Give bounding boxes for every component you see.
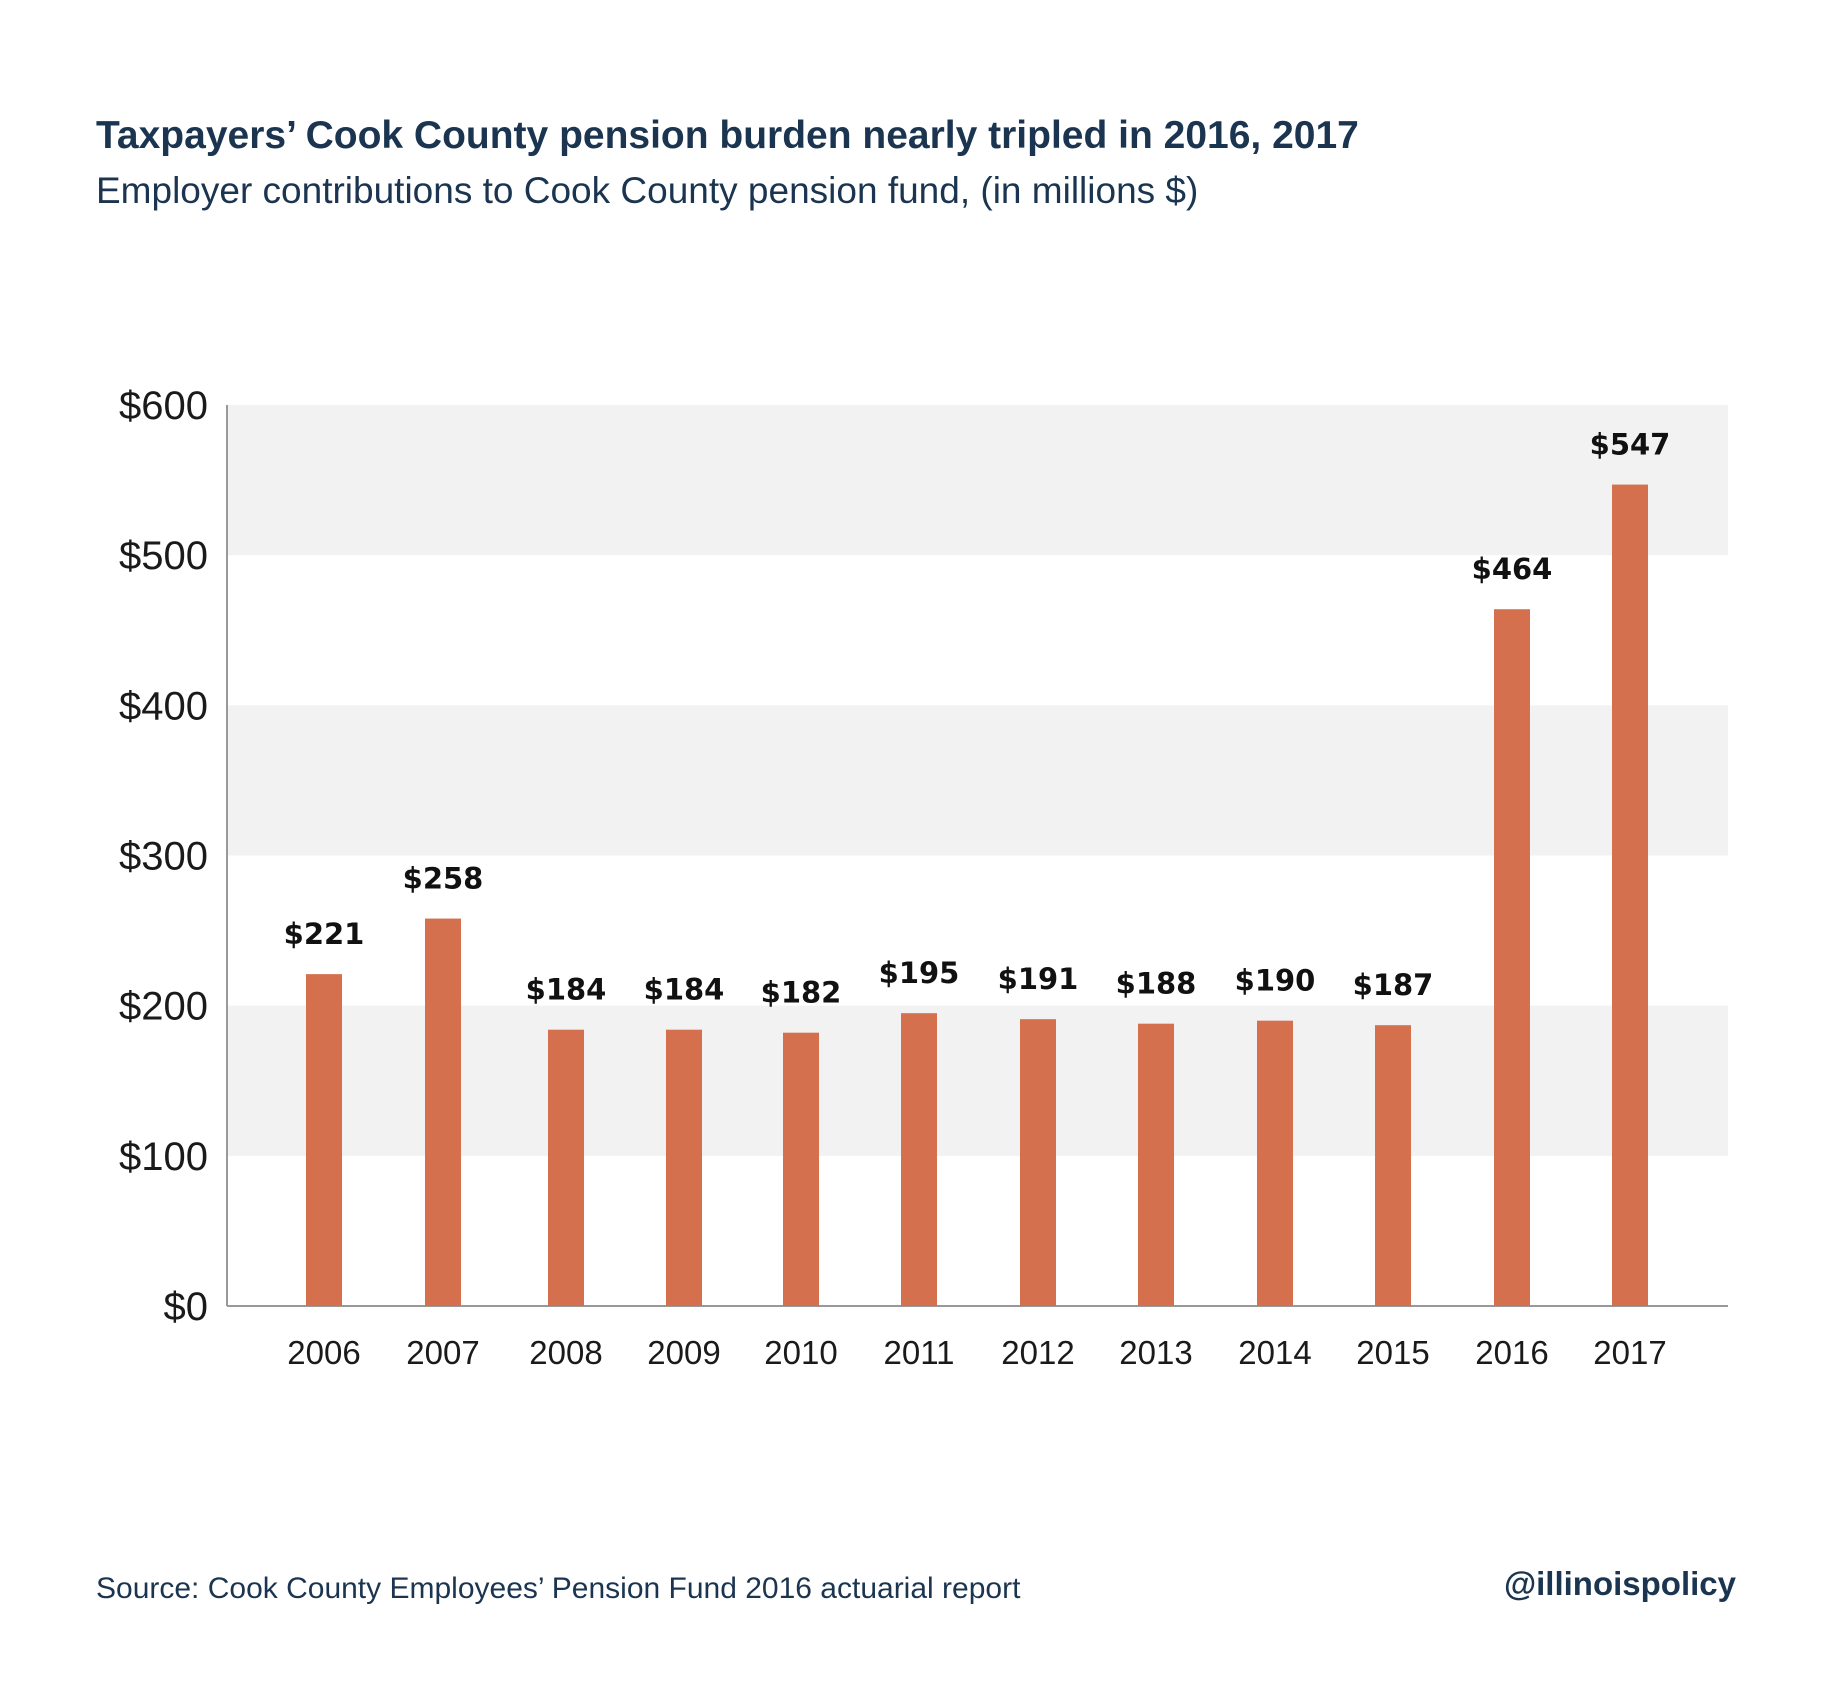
x-tick-label: 2012 bbox=[1001, 1334, 1074, 1371]
y-tick-label: $200 bbox=[119, 985, 208, 1029]
bar bbox=[306, 974, 342, 1306]
data-label: $184 bbox=[526, 973, 607, 1007]
bar bbox=[1257, 1020, 1293, 1306]
source-note: Source: Cook County Employees’ Pension F… bbox=[96, 1572, 1021, 1605]
grid-bands bbox=[227, 405, 1728, 1156]
x-tick-label: 2016 bbox=[1475, 1334, 1548, 1371]
data-label: $195 bbox=[879, 956, 960, 990]
bar bbox=[901, 1013, 937, 1306]
grid-band bbox=[227, 1005, 1728, 1156]
bar bbox=[1375, 1025, 1411, 1306]
bar bbox=[1020, 1019, 1056, 1306]
x-tick-label: 2011 bbox=[884, 1334, 955, 1371]
y-tick-label: $600 bbox=[119, 384, 208, 428]
bar bbox=[783, 1032, 819, 1306]
y-tick-label: $300 bbox=[119, 835, 208, 879]
data-label: $464 bbox=[1472, 552, 1553, 586]
x-tick-label: 2013 bbox=[1119, 1334, 1192, 1371]
chart-title: Taxpayers’ Cook County pension burden ne… bbox=[96, 114, 1359, 157]
grid-band bbox=[227, 405, 1728, 556]
x-tick-label: 2007 bbox=[406, 1334, 479, 1371]
y-tick-labels: $0 $100 $200 $300 $400 $500 $600 bbox=[119, 384, 208, 1329]
bars bbox=[306, 484, 1648, 1306]
grid-band bbox=[227, 705, 1728, 856]
data-label: $188 bbox=[1116, 967, 1197, 1001]
data-label: $547 bbox=[1590, 428, 1671, 462]
bar bbox=[1494, 609, 1530, 1306]
data-labels: $221 $258 $184 $184 $182 $195 $191 $188 $190 $187… bbox=[284, 428, 1671, 1010]
x-tick-label: 2017 bbox=[1593, 1334, 1666, 1371]
y-tick-label: $100 bbox=[119, 1135, 208, 1179]
data-label: $184 bbox=[644, 973, 725, 1007]
data-label: $190 bbox=[1235, 964, 1316, 998]
data-label: $258 bbox=[403, 862, 484, 896]
bar bbox=[1138, 1023, 1174, 1306]
x-tick-label: 2009 bbox=[647, 1334, 720, 1371]
data-label: $182 bbox=[761, 976, 842, 1010]
x-tick-label: 2008 bbox=[529, 1334, 602, 1371]
data-label: $221 bbox=[284, 917, 365, 951]
x-tick-label: 2006 bbox=[287, 1334, 360, 1371]
x-tick-label: 2010 bbox=[764, 1334, 837, 1371]
axes bbox=[226, 405, 1728, 1307]
x-tick-label: 2015 bbox=[1356, 1334, 1429, 1371]
y-tick-label: $500 bbox=[119, 534, 208, 578]
bar bbox=[666, 1029, 702, 1306]
y-tick-label: $400 bbox=[119, 684, 208, 728]
x-tick-labels: 2006 2007 2008 2009 2010 2011 2012 2013 2014 2015… bbox=[287, 1334, 1666, 1371]
brand-handle: @illinoispolicy bbox=[1503, 1565, 1736, 1602]
bar bbox=[1612, 484, 1648, 1306]
data-label: $191 bbox=[998, 962, 1079, 996]
data-label: $187 bbox=[1353, 968, 1434, 1002]
bar bbox=[548, 1029, 584, 1306]
chart-subtitle: Employer contributions to Cook County pe… bbox=[96, 170, 1199, 211]
y-tick-label: $0 bbox=[164, 1285, 209, 1329]
x-tick-label: 2014 bbox=[1238, 1334, 1311, 1371]
bar bbox=[425, 918, 461, 1306]
